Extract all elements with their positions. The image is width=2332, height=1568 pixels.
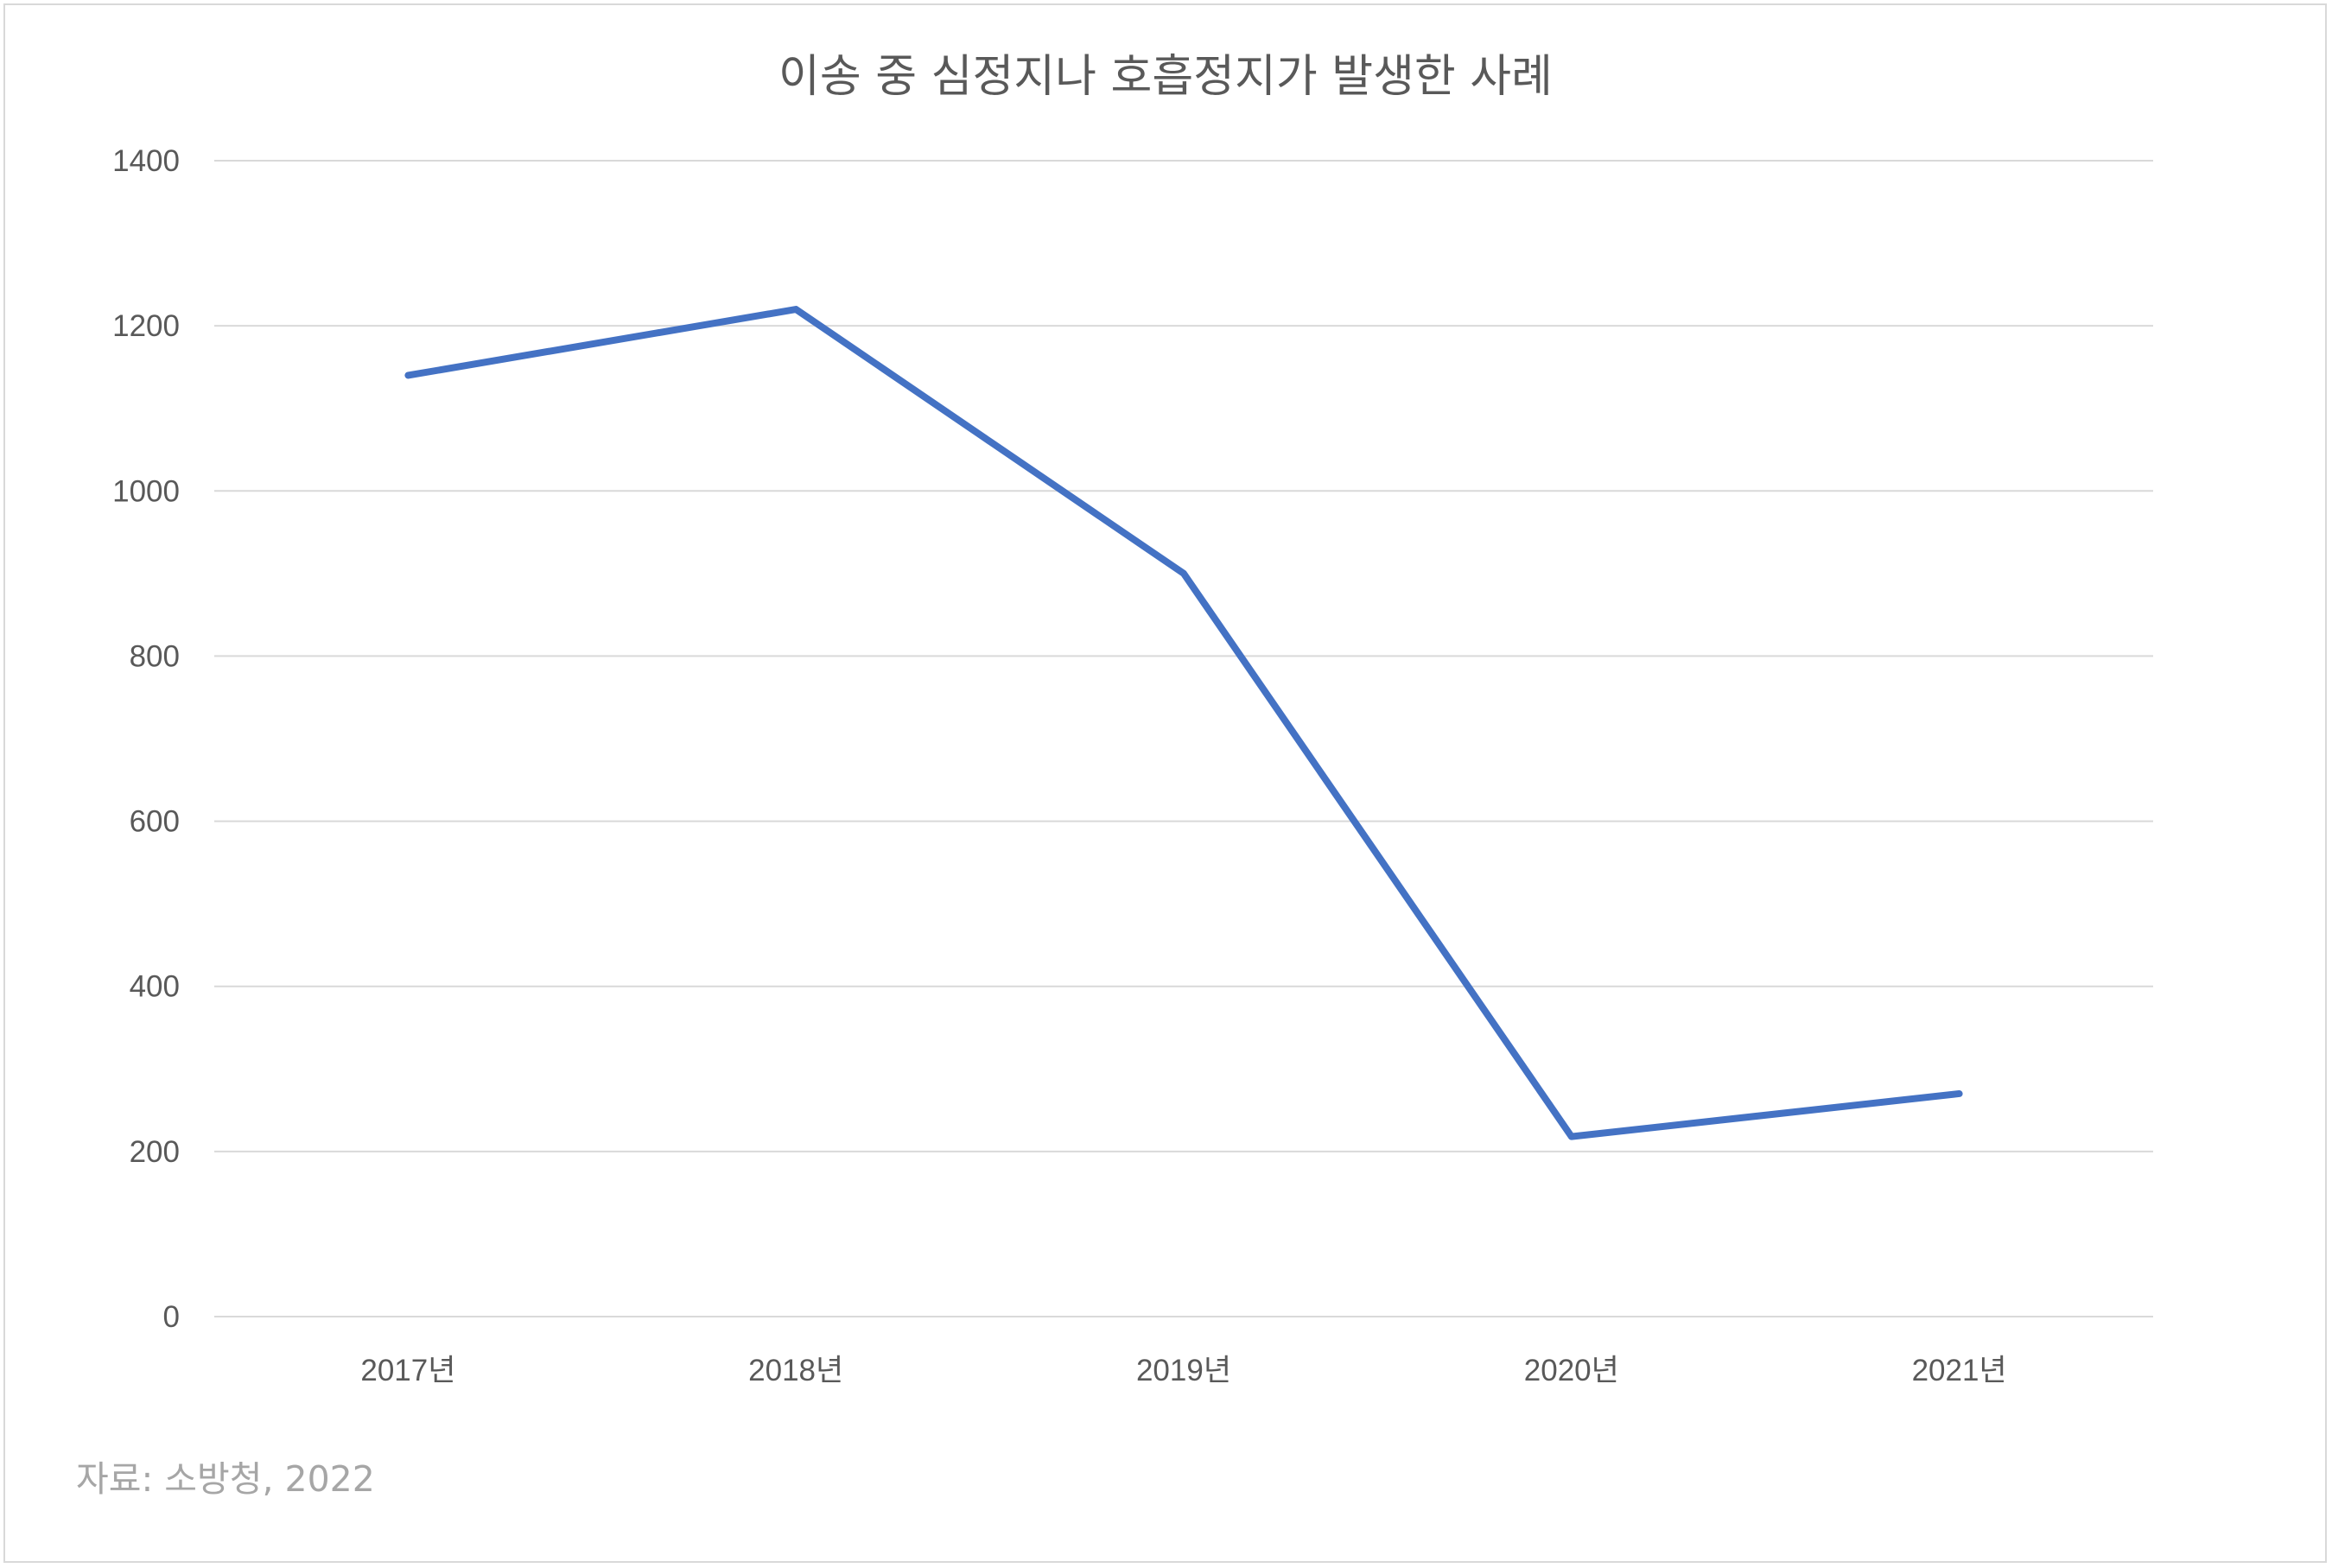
- y-tick-label-400: 400: [130, 970, 180, 1004]
- chart-frame: [3, 3, 2327, 1563]
- y-tick-label-1400: 1400: [112, 144, 180, 178]
- data-point-2021년: [1959, 1093, 1960, 1095]
- gridlines: [214, 160, 2153, 1317]
- chart-title: 이송 중 심정지나 호흡정지가 발생한 사례: [778, 51, 1553, 103]
- y-tick-label-200: 200: [130, 1135, 180, 1169]
- y-tick-label-1000: 1000: [112, 474, 180, 508]
- x-tick-label-1: 2017년: [360, 1354, 455, 1387]
- source-note: 자료: 소방청, 2022: [76, 1458, 375, 1500]
- y-tick-label-1200: 1200: [112, 309, 180, 343]
- y-tick-label-0: 0: [163, 1300, 180, 1334]
- data-point-2017년: [407, 374, 409, 376]
- y-tick-label-600: 600: [130, 805, 180, 839]
- x-axis-ticks: 2017년 2018년 2019년 2020년 2021년: [360, 1354, 2006, 1387]
- x-tick-label-5: 2021년: [1912, 1354, 2007, 1387]
- series-line-1: [404, 306, 1963, 1140]
- x-tick-label-3: 2019년: [1136, 1354, 1231, 1387]
- data-point-2020년: [1571, 1136, 1573, 1138]
- data-point-2019년: [1183, 573, 1185, 575]
- data-point-2018년: [795, 308, 797, 310]
- y-tick-label-800: 800: [130, 639, 180, 673]
- series-layer: [404, 306, 1963, 1140]
- x-tick-label-2: 2018년: [748, 1354, 843, 1387]
- x-tick-label-4: 2020년: [1524, 1354, 1619, 1387]
- y-axis-ticks: 0 200 400 600 800 1000 1200 1400: [112, 144, 180, 1334]
